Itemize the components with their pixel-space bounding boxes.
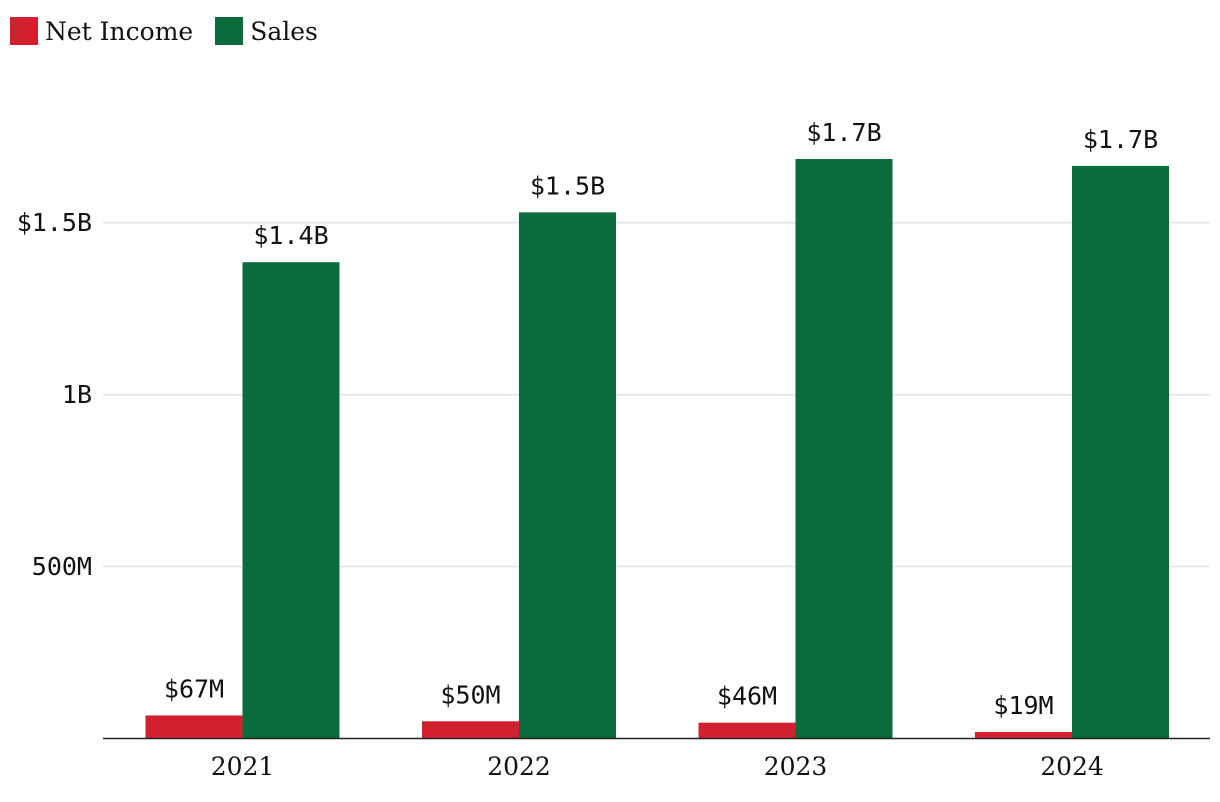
legend-item-net-income[interactable]: Net Income	[10, 17, 193, 46]
y-tick-label-1b: 1B	[62, 380, 92, 409]
legend-item-sales[interactable]: Sales	[215, 17, 318, 46]
x-tick-label-2023: 2023	[764, 752, 828, 781]
legend-label-net-income: Net Income	[45, 16, 194, 46]
data-label-sales-2021: $1.4B	[253, 221, 328, 250]
bar-sales-2022[interactable]	[519, 212, 616, 739]
x-tick-label-2024: 2024	[1040, 752, 1104, 781]
data-label-net-income-2021: $67M	[164, 674, 224, 703]
x-tick-label-2021: 2021	[211, 752, 275, 781]
bar-net-income-2022[interactable]	[422, 721, 519, 739]
bar-net-income-2023[interactable]	[698, 722, 796, 739]
legend-label-sales: Sales	[250, 16, 318, 46]
x-tick-label-2022: 2022	[487, 752, 551, 781]
bar-net-income-2021[interactable]	[145, 715, 243, 739]
data-label-net-income-2024: $19M	[993, 691, 1053, 720]
data-labels: $67M $1.4B $50M $1.5B $46M $1.7B $19M $1.7B	[164, 118, 1158, 720]
data-label-sales-2023: $1.7B	[806, 118, 881, 147]
data-label-sales-2024: $1.7B	[1083, 125, 1158, 154]
bars	[145, 159, 1169, 739]
legend-swatch-sales	[215, 17, 244, 45]
data-label-net-income-2022: $50M	[440, 680, 500, 709]
legend: Net Income Sales	[10, 15, 318, 47]
bar-sales-2024[interactable]	[1072, 165, 1169, 739]
bar-net-income-2024[interactable]	[975, 731, 1072, 739]
y-tick-label--1-5b: $1.5B	[17, 208, 92, 237]
x-axis: 2021 2022 2023 2024	[211, 752, 1104, 781]
bar-sales-2021[interactable]	[242, 262, 340, 739]
data-label-sales-2022: $1.5B	[530, 171, 605, 200]
y-axis: 500M 1B $1.5B	[17, 208, 92, 581]
y-tick-label-500m: 500M	[32, 552, 92, 581]
legend-swatch-net-income	[10, 17, 38, 45]
data-label-net-income-2023: $46M	[717, 682, 777, 711]
bar-sales-2023[interactable]	[795, 159, 893, 739]
